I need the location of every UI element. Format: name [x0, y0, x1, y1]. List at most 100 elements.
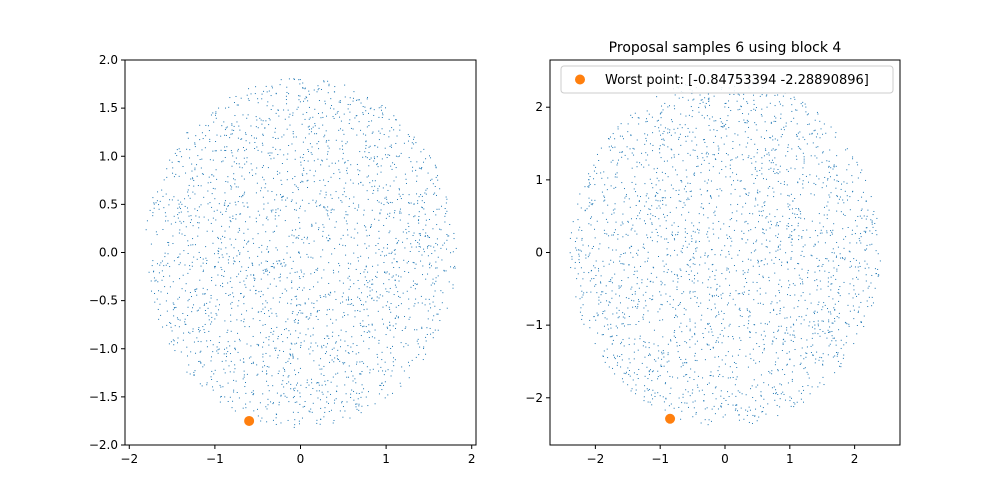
sample-point [590, 224, 592, 226]
sample-point [667, 106, 669, 108]
sample-point [577, 203, 579, 205]
sample-point [740, 407, 742, 409]
sample-point [324, 207, 326, 209]
sample-point [712, 166, 714, 168]
sample-point [674, 330, 676, 332]
sample-point [635, 393, 637, 395]
sample-point [654, 126, 656, 128]
sample-point [803, 319, 805, 321]
sample-point [237, 148, 239, 150]
sample-point [874, 287, 876, 289]
sample-point [727, 302, 729, 304]
sample-point [674, 336, 676, 338]
sample-point [694, 149, 696, 151]
sample-point [716, 206, 718, 208]
sample-point [694, 322, 696, 324]
sample-point [711, 408, 713, 410]
sample-point [764, 335, 766, 337]
sample-point [684, 228, 686, 230]
sample-point [359, 298, 361, 300]
sample-point [291, 299, 293, 301]
sample-point [210, 114, 212, 116]
sample-point [836, 180, 838, 182]
sample-point [339, 265, 341, 267]
sample-point [435, 176, 437, 178]
sample-point [779, 279, 781, 281]
sample-point [680, 418, 682, 420]
sample-point [683, 313, 685, 315]
sample-point [764, 204, 766, 206]
sample-point [408, 308, 410, 310]
sample-point [785, 155, 787, 157]
sample-point [377, 356, 379, 358]
sample-point [762, 178, 764, 180]
sample-point [293, 78, 295, 80]
sample-point [434, 250, 436, 252]
sample-point [191, 163, 193, 165]
sample-point [325, 141, 327, 143]
sample-point [387, 301, 389, 303]
sample-point [184, 323, 186, 325]
sample-point [261, 370, 263, 372]
sample-point [710, 420, 712, 422]
sample-point [383, 262, 385, 263]
sample-point [637, 378, 639, 380]
sample-point [776, 223, 778, 225]
sample-point [261, 244, 263, 246]
sample-point [321, 368, 323, 370]
sample-point [325, 384, 327, 386]
sample-point [349, 104, 351, 106]
sample-point [770, 137, 772, 139]
sample-point [663, 144, 665, 146]
sample-point [772, 187, 774, 189]
sample-point [824, 176, 826, 178]
sample-point [414, 329, 416, 331]
sample-point [686, 362, 688, 364]
sample-point [819, 382, 821, 384]
sample-point [210, 323, 212, 325]
sample-point [595, 275, 597, 276]
sample-point [389, 329, 391, 331]
sample-point [304, 401, 306, 403]
sample-point [242, 407, 244, 409]
sample-point [359, 361, 361, 363]
sample-point [288, 116, 290, 118]
sample-point [218, 107, 220, 109]
sample-point [282, 367, 284, 369]
sample-point [266, 421, 268, 423]
sample-point [391, 127, 393, 129]
sample-point [271, 312, 273, 314]
sample-point [265, 217, 267, 219]
sample-point [174, 152, 176, 154]
sample-point [373, 189, 375, 191]
sample-point [409, 251, 411, 252]
sample-point [167, 262, 169, 264]
sample-point [783, 183, 785, 185]
sample-point [752, 213, 754, 215]
sample-point [418, 233, 420, 235]
sample-point [838, 292, 840, 294]
sample-point [620, 254, 622, 256]
sample-point [349, 286, 351, 288]
sample-point [384, 197, 386, 199]
sample-point [380, 202, 382, 204]
sample-point [395, 261, 397, 263]
sample-point [270, 401, 272, 403]
sample-point [714, 158, 716, 160]
sample-point [212, 112, 214, 114]
sample-point [230, 314, 232, 316]
sample-point [229, 238, 231, 240]
sample-point [779, 103, 781, 105]
sample-point [267, 152, 269, 154]
sample-point [732, 338, 734, 340]
sample-point [805, 106, 807, 108]
legend-label: Worst point: [-0.84753394 -2.28890896] [605, 73, 869, 88]
sample-point [588, 186, 590, 188]
sample-point [663, 365, 665, 367]
sample-point [645, 291, 647, 293]
sample-point [700, 319, 702, 321]
sample-point [860, 321, 862, 323]
sample-point [299, 222, 301, 224]
sample-point [627, 277, 629, 279]
sample-point [253, 393, 255, 395]
